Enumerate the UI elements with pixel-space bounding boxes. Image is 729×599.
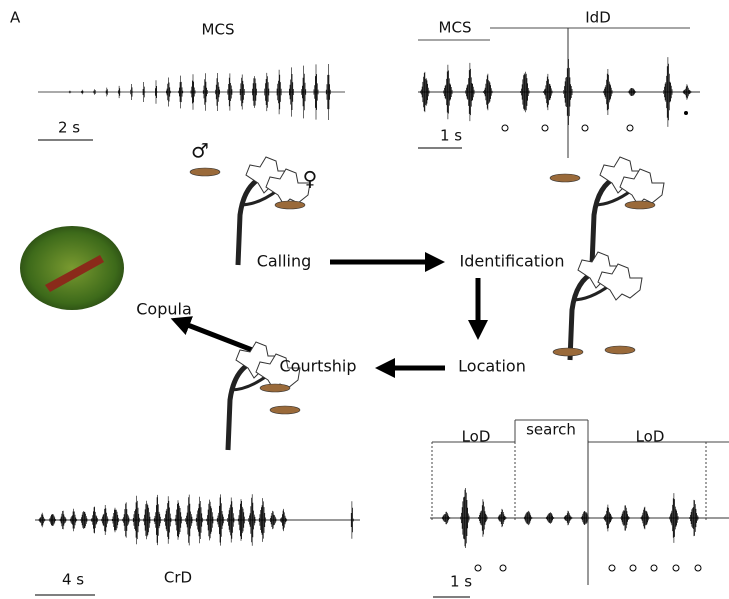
insect <box>553 348 583 356</box>
marker-dot <box>684 111 688 115</box>
marker-circle <box>673 565 679 571</box>
waveform-pulse <box>326 64 332 120</box>
waveform-pulse <box>215 73 221 111</box>
marker-circle <box>695 565 701 571</box>
waveform-pulse <box>178 76 184 109</box>
segment-label: LoD <box>636 428 665 446</box>
waveform-pulse <box>603 505 613 532</box>
waveform-pulse <box>460 488 470 548</box>
waveform-pulse <box>483 74 493 110</box>
layout <box>20 28 729 597</box>
waveform-pulse <box>465 63 475 121</box>
recording-title: MCS <box>202 21 235 39</box>
marker-circle <box>502 125 508 131</box>
waveform-pulse <box>301 66 307 119</box>
female-symbol: ♀ <box>303 167 318 191</box>
male-symbol: ♂ <box>191 139 209 163</box>
marker-circle <box>651 565 657 571</box>
segment-label: IdD <box>585 9 611 27</box>
waveform-pulse <box>264 73 270 111</box>
waveform-pulse <box>603 69 613 115</box>
waveform-pulse <box>682 84 692 99</box>
waveform-pulse <box>313 64 319 119</box>
scale-label: 4 s <box>62 571 84 589</box>
marker-circle <box>542 125 548 131</box>
plant-stem <box>592 177 617 265</box>
plant-stem <box>228 362 253 450</box>
marker-circle <box>627 125 633 131</box>
marker-circle <box>475 565 481 571</box>
waveform-pulse <box>563 511 573 526</box>
waveform-pulse <box>93 89 96 95</box>
waveform-pulse <box>105 88 108 97</box>
waveform-pulse <box>166 78 172 107</box>
segment-label: search <box>526 421 576 439</box>
insect <box>625 201 655 209</box>
segment-label: MCS <box>439 19 472 37</box>
insect <box>550 174 580 182</box>
waveform-pulse <box>289 67 295 116</box>
panel-label: A <box>10 9 21 27</box>
waveform-pulse <box>441 512 451 524</box>
stage-label: Copula <box>136 300 192 319</box>
waveform-pulse <box>69 91 72 94</box>
waveform-pulse <box>443 65 453 119</box>
scale-label: 2 s <box>58 119 80 137</box>
waveform-pulse <box>118 86 121 98</box>
scale-label: 1 s <box>440 127 462 145</box>
marker-circle <box>609 565 615 571</box>
marker-circle <box>500 565 506 571</box>
insect <box>270 406 300 414</box>
stage-label: Location <box>458 357 526 376</box>
insect <box>260 384 290 392</box>
waveform-pulse <box>227 73 233 110</box>
waveform-pulse <box>239 75 245 110</box>
waveform-pulse <box>155 80 158 104</box>
segment-label: LoD <box>462 428 491 446</box>
waveform-pulse <box>276 70 282 114</box>
insect <box>190 168 220 176</box>
waveform-pulse <box>478 499 488 537</box>
waveform-pulse <box>190 74 196 110</box>
figure: A MCS 2 s MCS IdD 1 s ♂ ♀ Calling Identi… <box>0 0 729 599</box>
scale-label: 1 s <box>450 573 472 591</box>
stage-label: Calling <box>257 252 312 271</box>
waveform-pulse <box>203 73 209 110</box>
marker-circle <box>630 565 636 571</box>
photo <box>20 226 124 310</box>
waveform-pulse <box>543 74 553 110</box>
insect <box>275 201 305 209</box>
waveform-pulse <box>523 511 533 525</box>
plant-stem <box>570 272 595 360</box>
waveform-pulse <box>351 501 354 538</box>
waveform-pulse <box>689 500 699 536</box>
waveform-pulse <box>81 90 84 95</box>
marker-circle <box>582 125 588 131</box>
waveform-pulse <box>669 493 679 543</box>
waveform-pulse <box>497 509 507 527</box>
waveform-pulse <box>627 88 637 96</box>
insect <box>605 346 635 354</box>
waveform-pulse <box>130 84 133 100</box>
waveform-pulse <box>620 505 630 530</box>
waveform-pulse <box>142 82 145 102</box>
stage-label: Courtship <box>279 357 356 376</box>
waveform-pulse <box>420 72 430 112</box>
waveform-pulse <box>252 76 258 108</box>
stage-label: Identification <box>460 252 565 271</box>
recording-title: CrD <box>164 569 192 587</box>
waveform-pulse <box>545 512 555 523</box>
waveform-pulse <box>663 57 673 127</box>
waveform-pulse <box>640 507 650 529</box>
waveform-pulse <box>520 72 530 112</box>
